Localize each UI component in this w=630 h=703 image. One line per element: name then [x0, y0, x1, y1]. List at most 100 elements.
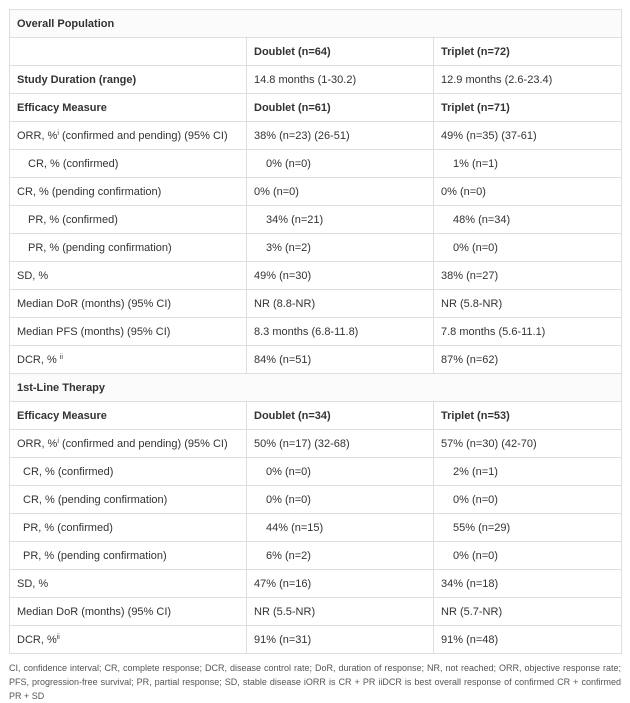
table-row: Efficacy Measure Doublet (n=34) Triplet (n…: [9, 401, 622, 430]
value-cell: 91% (n=48): [433, 625, 622, 654]
row-label: Median PFS (months) (95% CI): [9, 317, 247, 346]
value-cell: Doublet (n=61): [246, 93, 434, 122]
value-cell: 0% (n=0): [246, 149, 434, 178]
row-label: PR, % (pending confirmation): [9, 541, 247, 570]
table-row: PR, % (pending confirmation) 3% (n=2) 0% (…: [9, 233, 622, 262]
results-table: Overall Population Doublet (n=64) Triplet …: [9, 9, 622, 654]
value-cell: Doublet (n=34): [246, 401, 434, 430]
table-row: CR, % (pending confirmation) 0% (n=0) 0% (…: [9, 485, 622, 514]
row-label: Efficacy Measure: [9, 93, 247, 122]
table-row: CR, % (pending confirmation) 0% (n=0) 0% (…: [9, 177, 622, 206]
value-cell: 6% (n=2): [246, 541, 434, 570]
table-wrap: Overall Population Doublet (n=64) Triplet …: [9, 9, 622, 654]
value-cell: 47% (n=16): [246, 569, 434, 598]
footnote: CI, confidence interval; CR, complete re…: [9, 663, 621, 701]
row-label: PR, % (confirmed): [9, 205, 247, 234]
value-cell: 14.8 months (1-30.2): [246, 65, 434, 94]
label-text: ORR, %: [17, 437, 58, 450]
footnote-ref: ii: [59, 353, 63, 361]
table-row: Overall Population: [9, 9, 622, 38]
value-cell: 38% (n=27): [433, 261, 622, 290]
table-row: DCR, % ii 84% (n=51) 87% (n=62): [9, 345, 622, 374]
value-cell: 34% (n=18): [433, 569, 622, 598]
label-text: DCR, %: [17, 353, 60, 366]
row-label: Median DoR (months) (95% CI): [9, 289, 247, 318]
footnote-ref: ii: [56, 633, 60, 641]
row-label: DCR, % ii: [9, 345, 247, 374]
row-label: SD, %: [9, 261, 247, 290]
value-cell: NR (8.8-NR): [246, 289, 434, 318]
value-cell: 84% (n=51): [246, 345, 434, 374]
row-label: CR, % (confirmed): [9, 149, 247, 178]
table-body: Overall Population Doublet (n=64) Triplet …: [9, 9, 622, 654]
table-row: CR, % (confirmed) 0% (n=0) 2% (n=1): [9, 457, 622, 486]
value-cell: 12.9 months (2.6-23.4): [433, 65, 622, 94]
table-row: CR, % (confirmed) 0% (n=0) 1% (n=1): [9, 149, 622, 178]
table-row: Efficacy Measure Doublet (n=61) Triplet (n…: [9, 93, 622, 122]
table-row: Median PFS (months) (95% CI) 8.3 months (…: [9, 317, 622, 346]
row-label: Study Duration (range): [9, 65, 247, 94]
value-cell: 0% (n=0): [433, 541, 622, 570]
row-label: Median DoR (months) (95% CI): [9, 597, 247, 626]
table-row: 1st-Line Therapy: [9, 373, 622, 402]
row-label: ORR, %i (confirmed and pending) (95% CI): [9, 429, 247, 458]
value-cell: 49% (n=35) (37-61): [433, 121, 622, 150]
value-cell: NR (5.8-NR): [433, 289, 622, 318]
value-cell: Doublet (n=64): [246, 37, 434, 66]
value-cell: 7.8 months (5.6-11.1): [433, 317, 622, 346]
row-label: CR, % (pending confirmation): [9, 177, 247, 206]
table-row: Median DoR (months) (95% CI) NR (5.5-NR) N…: [9, 597, 622, 626]
table-row: PR, % (pending confirmation) 6% (n=2) 0% (…: [9, 541, 622, 570]
row-label: CR, % (pending confirmation): [9, 485, 247, 514]
value-cell: 87% (n=62): [433, 345, 622, 374]
row-label: CR, % (confirmed): [9, 457, 247, 486]
value-cell: 34% (n=21): [246, 205, 434, 234]
label-text: (confirmed and pending) (95% CI): [58, 437, 228, 450]
row-label: DCR, %ii: [9, 625, 247, 654]
value-cell: 91% (n=31): [246, 625, 434, 654]
row-label: PR, % (confirmed): [9, 513, 247, 542]
footnote-ref: i: [57, 437, 59, 445]
row-label: SD, %: [9, 569, 247, 598]
value-cell: 2% (n=1): [433, 457, 622, 486]
value-cell: 0% (n=0): [246, 457, 434, 486]
table-row: ORR, %i (confirmed and pending) (95% CI)…: [9, 429, 622, 458]
value-cell: 0% (n=0): [433, 233, 622, 262]
table-row: Doublet (n=64) Triplet (n=72): [9, 37, 622, 66]
value-cell: Triplet (n=53): [433, 401, 622, 430]
table-row: SD, % 49% (n=30) 38% (n=27): [9, 261, 622, 290]
label-text: ORR, %: [17, 129, 58, 142]
value-cell: 48% (n=34): [433, 205, 622, 234]
row-label: Efficacy Measure: [9, 401, 247, 430]
value-cell: 44% (n=15): [246, 513, 434, 542]
row-label: PR, % (pending confirmation): [9, 233, 247, 262]
table-row: Study Duration (range) 14.8 months (1-30.…: [9, 65, 622, 94]
table-row: PR, % (confirmed) 34% (n=21) 48% (n=34): [9, 205, 622, 234]
table-row: DCR, %ii 91% (n=31) 91% (n=48): [9, 625, 622, 654]
value-cell: 1% (n=1): [433, 149, 622, 178]
footnote-ref: i: [57, 129, 59, 137]
row-label: [9, 37, 247, 66]
value-cell: 55% (n=29): [433, 513, 622, 542]
value-cell: 0% (n=0): [433, 177, 622, 206]
value-cell: NR (5.5-NR): [246, 597, 434, 626]
table-row: Median DoR (months) (95% CI) NR (8.8-NR) N…: [9, 289, 622, 318]
row-label: ORR, %i (confirmed and pending) (95% CI): [9, 121, 247, 150]
value-cell: 38% (n=23) (26-51): [246, 121, 434, 150]
value-cell: 49% (n=30): [246, 261, 434, 290]
label-text: DCR, %: [17, 633, 57, 646]
value-cell: NR (5.7-NR): [433, 597, 622, 626]
value-cell: 0% (n=0): [246, 177, 434, 206]
value-cell: Triplet (n=72): [433, 37, 622, 66]
value-cell: 50% (n=17) (32-68): [246, 429, 434, 458]
value-cell: Triplet (n=71): [433, 93, 622, 122]
value-cell: 0% (n=0): [433, 485, 622, 514]
table-row: SD, % 47% (n=16) 34% (n=18): [9, 569, 622, 598]
value-cell: 57% (n=30) (42-70): [433, 429, 622, 458]
table-row: ORR, %i (confirmed and pending) (95% CI)…: [9, 121, 622, 150]
value-cell: 3% (n=2): [246, 233, 434, 262]
row-label: Overall Population: [9, 9, 622, 38]
value-cell: 0% (n=0): [246, 485, 434, 514]
value-cell: 8.3 months (6.8-11.8): [246, 317, 434, 346]
